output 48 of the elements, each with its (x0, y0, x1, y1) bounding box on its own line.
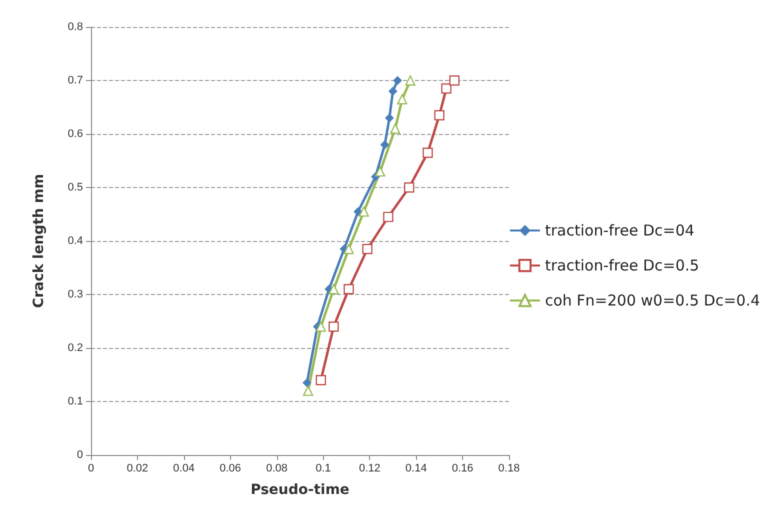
y-tick-label: 0.7 (68, 74, 83, 86)
point (344, 284, 354, 294)
point (441, 83, 452, 94)
y-tick-label: 0.6 (68, 128, 83, 140)
point (422, 148, 433, 158)
point (362, 244, 372, 254)
y-tick-label: 0.1 (68, 396, 83, 408)
x-tick-label: 0.12 (358, 462, 380, 474)
point (316, 322, 326, 332)
point (449, 75, 460, 86)
point (388, 86, 398, 96)
y-tick-label: 0 (76, 449, 83, 461)
point (380, 140, 390, 150)
point (316, 375, 326, 386)
x-tick-label: 0.04 (173, 462, 195, 474)
point (384, 113, 394, 122)
x-tick-label: 0.06 (220, 462, 242, 474)
point (328, 322, 339, 332)
x-tick-label: 0.1 (316, 462, 331, 474)
point (393, 76, 402, 85)
point (358, 206, 369, 217)
x-tick-label: 0.08 (266, 462, 288, 474)
point (302, 378, 312, 388)
y-axis-title: Crack length mm (31, 174, 47, 308)
x-axis-title: Pseudo-time (250, 482, 350, 498)
point (344, 244, 354, 254)
point (375, 166, 386, 177)
point (434, 110, 444, 120)
x-tick-label: 0.14 (405, 462, 427, 474)
legend-label: coh Fn=200 w0=0.5 Dc=0.4 (544, 292, 760, 310)
point (404, 182, 414, 193)
legend-label: traction-free Dc=0.5 (544, 256, 700, 274)
y-tick-label: 0.5 (68, 182, 83, 194)
point (328, 284, 339, 294)
y-tick-label: 0.4 (68, 235, 83, 247)
y-tick-label: 0.2 (68, 342, 83, 354)
point (397, 94, 408, 104)
legend-label: traction-free Dc=04 (544, 222, 694, 240)
y-tick-label: 0.3 (68, 288, 83, 300)
x-tick-label: 0.18 (498, 462, 520, 474)
point (383, 212, 394, 222)
y-tick-label: 0.8 (68, 21, 83, 33)
point (303, 386, 314, 396)
x-tick-label: 0.02 (126, 462, 148, 474)
point (405, 75, 416, 86)
x-tick-label: 0.16 (452, 462, 474, 474)
point (390, 124, 400, 134)
x-tick-label: 0 (88, 462, 94, 474)
